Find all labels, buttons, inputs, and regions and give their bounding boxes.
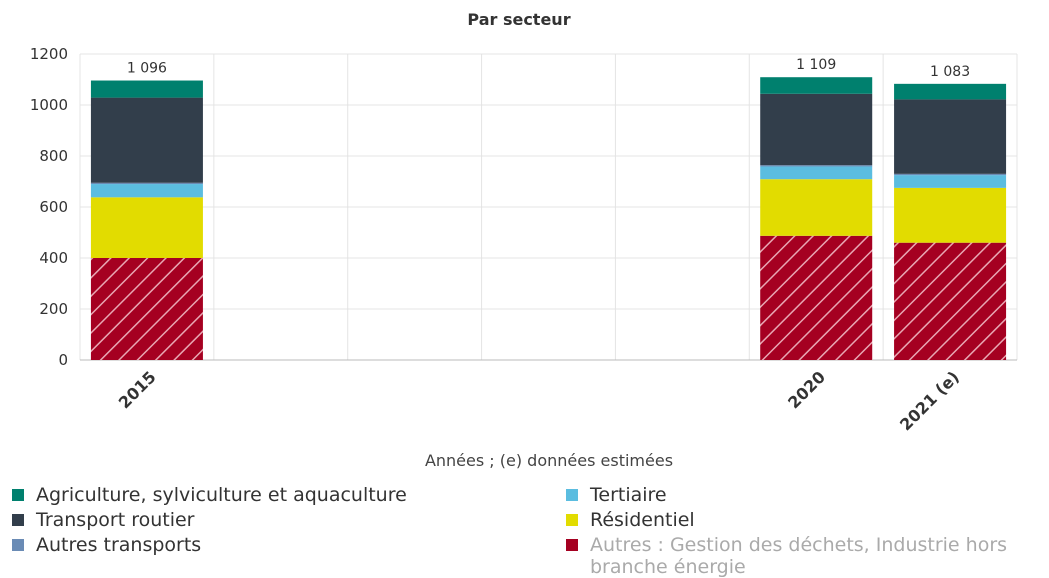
- legend-swatch: [566, 539, 578, 551]
- bar-segment[interactable]: [90, 258, 203, 360]
- x-axis-title: Années ; (e) données estimées: [425, 451, 673, 470]
- bar-segment[interactable]: [90, 184, 203, 198]
- bar-segment[interactable]: [894, 187, 1007, 243]
- bar-segment[interactable]: [90, 182, 203, 185]
- legend-swatch: [12, 489, 24, 501]
- bar-segment[interactable]: [894, 173, 1007, 176]
- legend-swatch: [566, 514, 578, 526]
- grid: [79, 53, 1018, 361]
- x-axis: 2015 2020 2021 (e): [115, 367, 963, 434]
- legend-item-autres-transports[interactable]: Autres transports: [12, 534, 201, 556]
- legend-label: Agriculture, sylviculture et aquaculture: [36, 484, 407, 506]
- y-tick-label: 200: [39, 300, 68, 318]
- bar-segment[interactable]: [760, 166, 873, 180]
- bar-segment[interactable]: [760, 77, 873, 94]
- bar-segment[interactable]: [760, 165, 873, 167]
- legend-swatch: [566, 489, 578, 501]
- x-tick-label: 2020: [784, 367, 829, 412]
- legend-label: Autres transports: [36, 534, 202, 556]
- bar-segment[interactable]: [894, 99, 1007, 174]
- y-tick-label: 1200: [30, 45, 68, 63]
- total-label: 1 096: [127, 61, 167, 77]
- bar-segment[interactable]: [90, 197, 203, 258]
- y-tick-label: 800: [39, 147, 68, 165]
- legend-label: Transport routier: [36, 509, 195, 531]
- chart-title: Par secteur: [467, 10, 570, 29]
- bar-segment[interactable]: [760, 179, 873, 236]
- legend-label: Résidentiel: [590, 509, 695, 531]
- legend-item-agriculture[interactable]: Agriculture, sylviculture et aquaculture: [12, 484, 407, 506]
- x-tick-label: 2021 (e): [896, 367, 963, 434]
- legend-label: Autres : Gestion des déchets, Industrie …: [590, 534, 1008, 578]
- total-labels: 1 096 1 109 1 083: [127, 57, 970, 80]
- y-tick-label: 600: [39, 198, 68, 216]
- legend-item-tertiaire[interactable]: Tertiaire: [566, 484, 667, 506]
- total-label: 1 083: [930, 64, 970, 80]
- legend-item-transport-routier[interactable]: Transport routier: [12, 509, 195, 531]
- y-axis: 0 200 400 600 800 1000 1200: [30, 45, 68, 369]
- y-tick-label: 400: [39, 249, 68, 267]
- x-tick-label: 2015: [115, 367, 160, 412]
- legend-item-residentiel[interactable]: Résidentiel: [566, 509, 695, 531]
- legend-label: Tertiaire: [590, 484, 667, 506]
- legend-swatch: [12, 514, 24, 526]
- y-tick-label: 1000: [30, 96, 68, 114]
- bar-segment[interactable]: [894, 242, 1007, 360]
- legend-item-autres[interactable]: Autres : Gestion des déchets, Industrie …: [566, 534, 1046, 578]
- bar-segment[interactable]: [760, 93, 873, 166]
- legend-swatch: [12, 539, 24, 551]
- y-tick-label: 0: [58, 351, 68, 369]
- total-label: 1 109: [796, 57, 836, 73]
- bar-segment[interactable]: [894, 175, 1007, 188]
- bar-segment[interactable]: [90, 80, 203, 98]
- bar-segment[interactable]: [90, 97, 203, 183]
- bars: [90, 77, 1007, 360]
- bar-segment[interactable]: [760, 235, 873, 360]
- bar-segment[interactable]: [894, 83, 1007, 100]
